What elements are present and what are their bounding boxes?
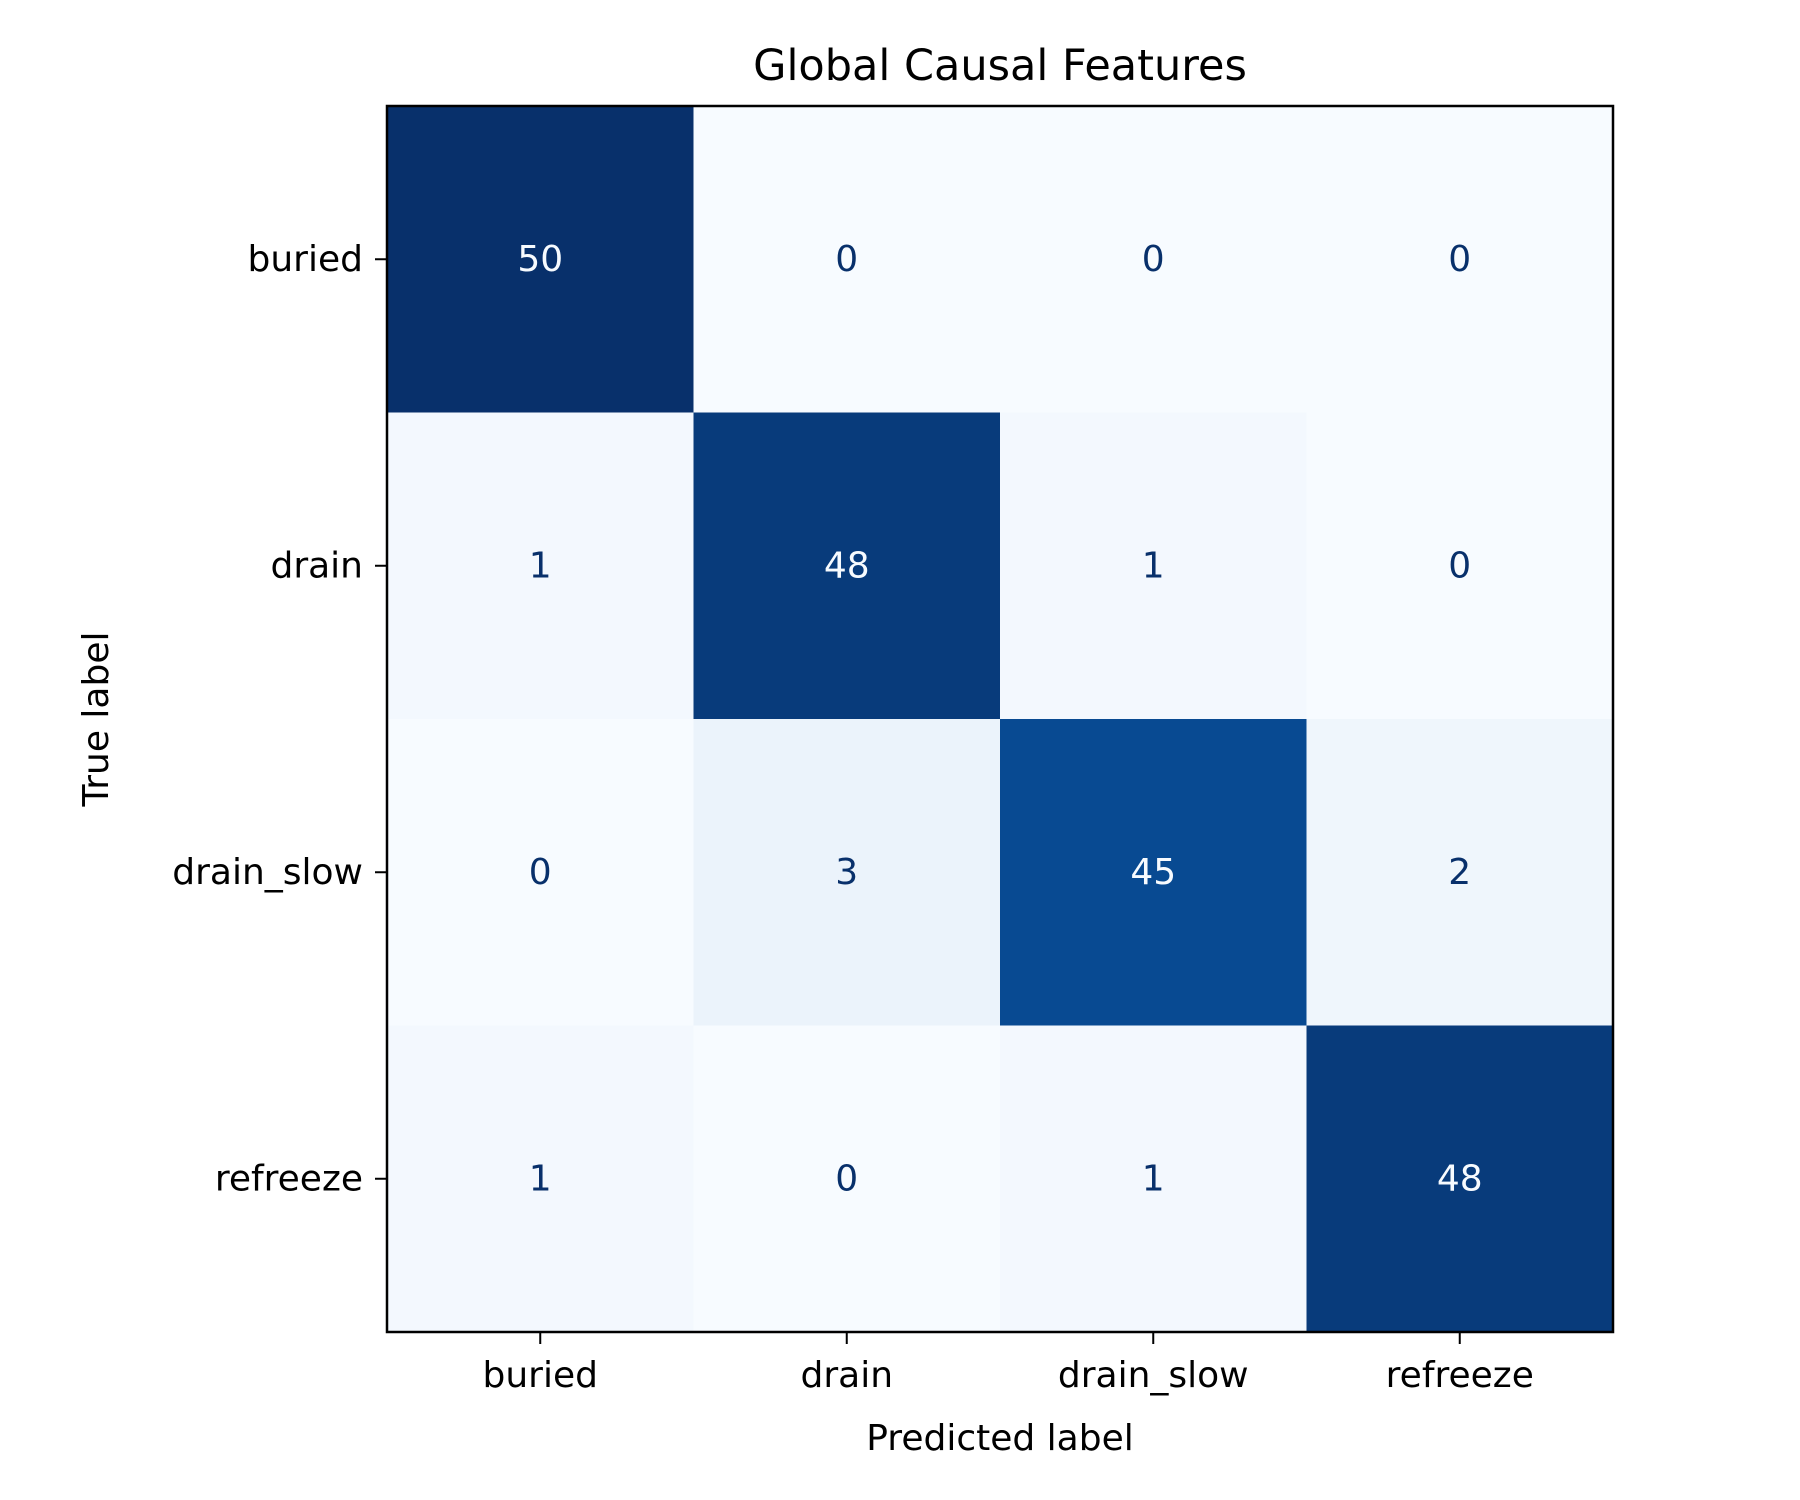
heatmap-cell <box>1000 1025 1307 1333</box>
heatmap-cell <box>387 1025 694 1333</box>
cell-value-label: 1 <box>1142 545 1165 586</box>
x-tick-label: drain_slow <box>1058 1355 1249 1396</box>
heatmap-cell <box>1000 106 1307 413</box>
cell-value-label: 0 <box>835 239 858 280</box>
x-axis-ticks: buried drain drain_slow refreeze <box>483 1332 1534 1396</box>
cell-value-label: 0 <box>1142 239 1165 280</box>
heatmap-cell <box>1306 412 1614 720</box>
cell-value-label: 1 <box>529 545 552 586</box>
cell-value-label: 48 <box>824 545 870 586</box>
heatmap-cell <box>387 412 694 720</box>
y-axis-ticks: buried drain drain_slow refreeze <box>172 239 387 1199</box>
heatmap-cell <box>1306 106 1614 413</box>
heatmap-cell <box>693 719 1001 1026</box>
cell-value-label: 0 <box>1448 545 1471 586</box>
cell-value-label: 0 <box>1448 239 1471 280</box>
y-tick-label: drain_slow <box>172 852 363 893</box>
heatmap-cell <box>693 1025 1001 1333</box>
cell-value-label: 50 <box>517 239 563 280</box>
y-tick-label: buried <box>248 239 363 280</box>
heatmap-cell <box>693 106 1001 413</box>
heatmap-cell <box>1000 719 1307 1026</box>
heatmap-cell <box>387 719 694 1026</box>
cell-value-label: 2 <box>1448 852 1471 893</box>
x-tick-label: buried <box>483 1355 598 1396</box>
y-tick-label: drain <box>270 545 363 586</box>
heatmap-cell <box>693 412 1001 720</box>
cell-value-label: 3 <box>835 852 858 893</box>
y-tick-label: refreeze <box>215 1158 363 1199</box>
cell-value-label: 0 <box>529 852 552 893</box>
heatmap-cell <box>1306 1025 1614 1333</box>
x-axis-label: Predicted label <box>866 1418 1134 1459</box>
heatmap-cell-labels: 50 0 0 0 1 48 1 0 0 3 45 2 1 0 1 48 <box>517 239 1482 1200</box>
cell-value-label: 45 <box>1130 852 1176 893</box>
cell-value-label: 48 <box>1437 1158 1483 1199</box>
cell-value-label: 1 <box>1142 1158 1165 1199</box>
x-tick-label: refreeze <box>1386 1355 1534 1396</box>
heatmap-cells <box>387 106 1614 1333</box>
heatmap-cell <box>1306 719 1614 1026</box>
chart-title: Global Causal Features <box>753 41 1247 91</box>
x-tick-label: drain <box>800 1355 893 1396</box>
plot-frame <box>385 104 1615 1334</box>
y-axis-label: True label <box>76 632 117 808</box>
cell-value-label: 1 <box>529 1158 552 1199</box>
heatmap-cell <box>387 106 694 413</box>
cell-value-label: 0 <box>835 1158 858 1199</box>
heatmap-cell <box>1000 412 1307 720</box>
